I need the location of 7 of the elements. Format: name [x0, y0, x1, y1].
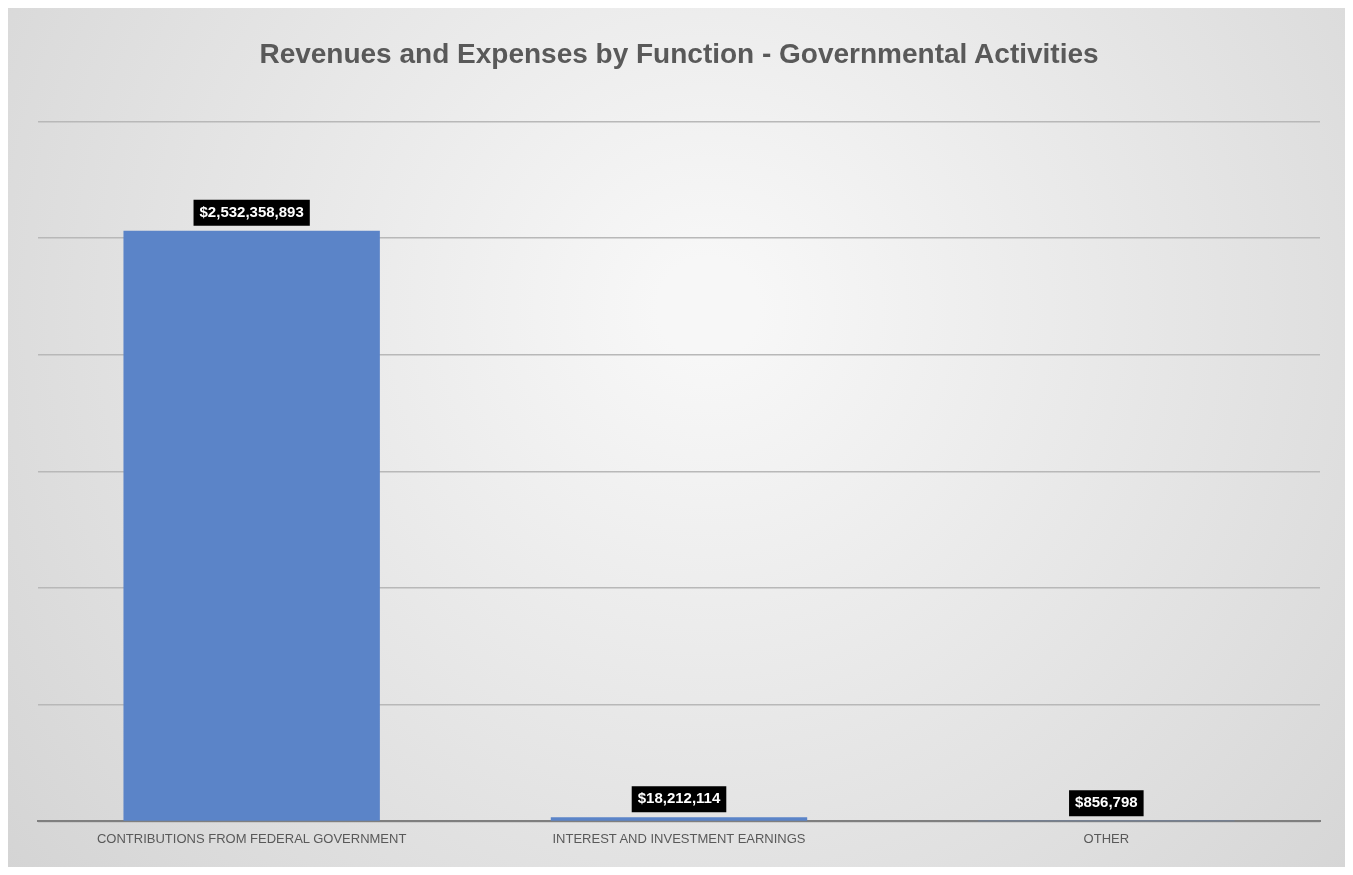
data-label: $18,212,114 — [637, 789, 721, 807]
x-tick-label: INTEREST AND INVESTMENT EARNINGS — [552, 830, 806, 846]
chart-title: Revenues and Expenses by Function - Governmental Activities — [259, 37, 1099, 69]
x-tick-label: CONTRIBUTIONS FROM FEDERAL GOVERNMENT — [96, 830, 407, 846]
x-tick-label: OTHER — [1083, 830, 1130, 846]
data-label: $856,798 — [1075, 793, 1138, 811]
data-label: $2,532,358,893 — [199, 202, 304, 220]
